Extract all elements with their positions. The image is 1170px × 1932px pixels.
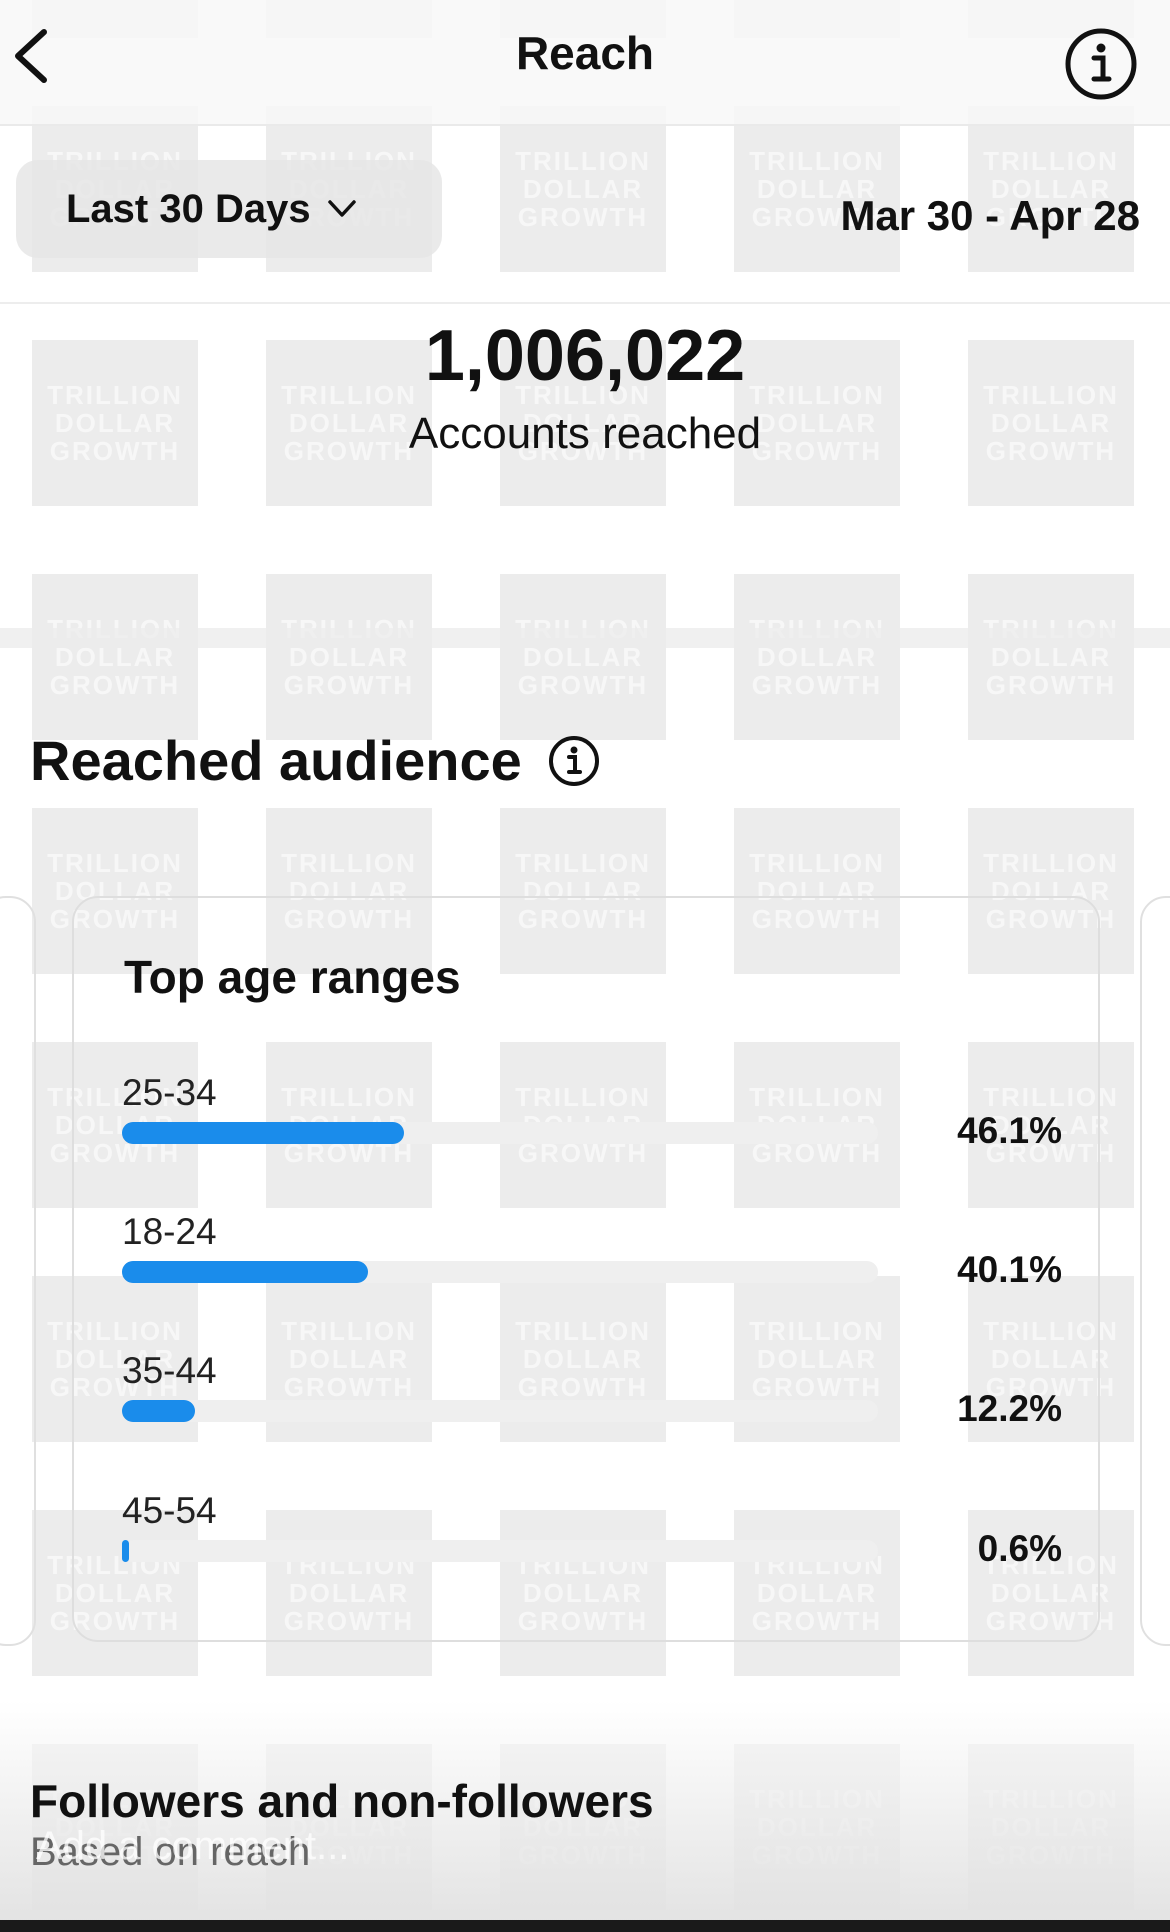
accounts-reached-label: Accounts reached — [408, 409, 762, 458]
chevron-left-icon[interactable] — [6, 24, 56, 88]
reached-audience-heading: Reached audience — [30, 728, 600, 793]
age-bar-fill — [122, 1540, 129, 1562]
add-comment-input[interactable]: Add a comment... — [36, 1824, 350, 1868]
reach-metric: 1,006,022 Accounts reached — [0, 308, 1170, 464]
age-range-label: 35-44 — [122, 1350, 217, 1391]
date-range-label: Last 30 Days — [66, 186, 311, 231]
top-bar: Reach — [0, 0, 1170, 126]
card-title: Top age ranges — [124, 951, 461, 1003]
chevron-down-icon — [327, 200, 356, 217]
info-icon[interactable] — [1064, 27, 1138, 101]
age-bar-track — [122, 1400, 878, 1422]
top-age-ranges-card: Top age ranges 25-34 46.1% 18-24 40.1% 3… — [72, 896, 1100, 1642]
age-range-row: 35-44 12.2% — [122, 1350, 1062, 1450]
age-range-label: 25-34 — [122, 1072, 217, 1113]
age-bar-fill — [122, 1400, 196, 1422]
age-range-percent: 0.6% — [977, 1528, 1062, 1569]
followers-title: Followers and non-followers — [30, 1775, 654, 1827]
age-range-percent: 12.2% — [957, 1388, 1062, 1429]
reached-audience-title: Reached audience — [30, 729, 522, 792]
age-range-percent: 46.1% — [957, 1110, 1062, 1151]
age-bar-track — [122, 1540, 878, 1562]
next-card-peek[interactable] — [1140, 896, 1170, 1646]
age-bar-fill — [122, 1261, 368, 1283]
bottom-edge — [0, 1920, 1170, 1932]
age-range-row: 45-54 0.6% — [122, 1490, 1062, 1590]
age-range-row: 25-34 46.1% — [122, 1072, 1062, 1172]
age-bar-track — [122, 1261, 878, 1283]
age-range-row: 18-24 40.1% — [122, 1211, 1062, 1311]
page-title: Reach — [515, 27, 655, 79]
age-range-percent: 40.1% — [957, 1249, 1062, 1290]
previous-card-peek[interactable] — [0, 896, 36, 1646]
age-bar-fill — [122, 1122, 404, 1144]
filter-row: Last 30 Days Mar 30 - Apr 28 — [0, 124, 1170, 304]
info-icon[interactable] — [548, 735, 600, 787]
date-range-text: Mar 30 - Apr 28 — [840, 192, 1140, 239]
date-range-dropdown[interactable]: Last 30 Days — [16, 160, 442, 258]
age-range-label: 45-54 — [122, 1490, 217, 1531]
followers-section: Followers and non-followers Based on rea… — [0, 1700, 1170, 1920]
age-bar-track — [122, 1122, 878, 1144]
accounts-reached-value: 1,006,022 — [424, 316, 746, 396]
age-range-label: 18-24 — [122, 1211, 217, 1252]
section-divider — [0, 628, 1170, 648]
